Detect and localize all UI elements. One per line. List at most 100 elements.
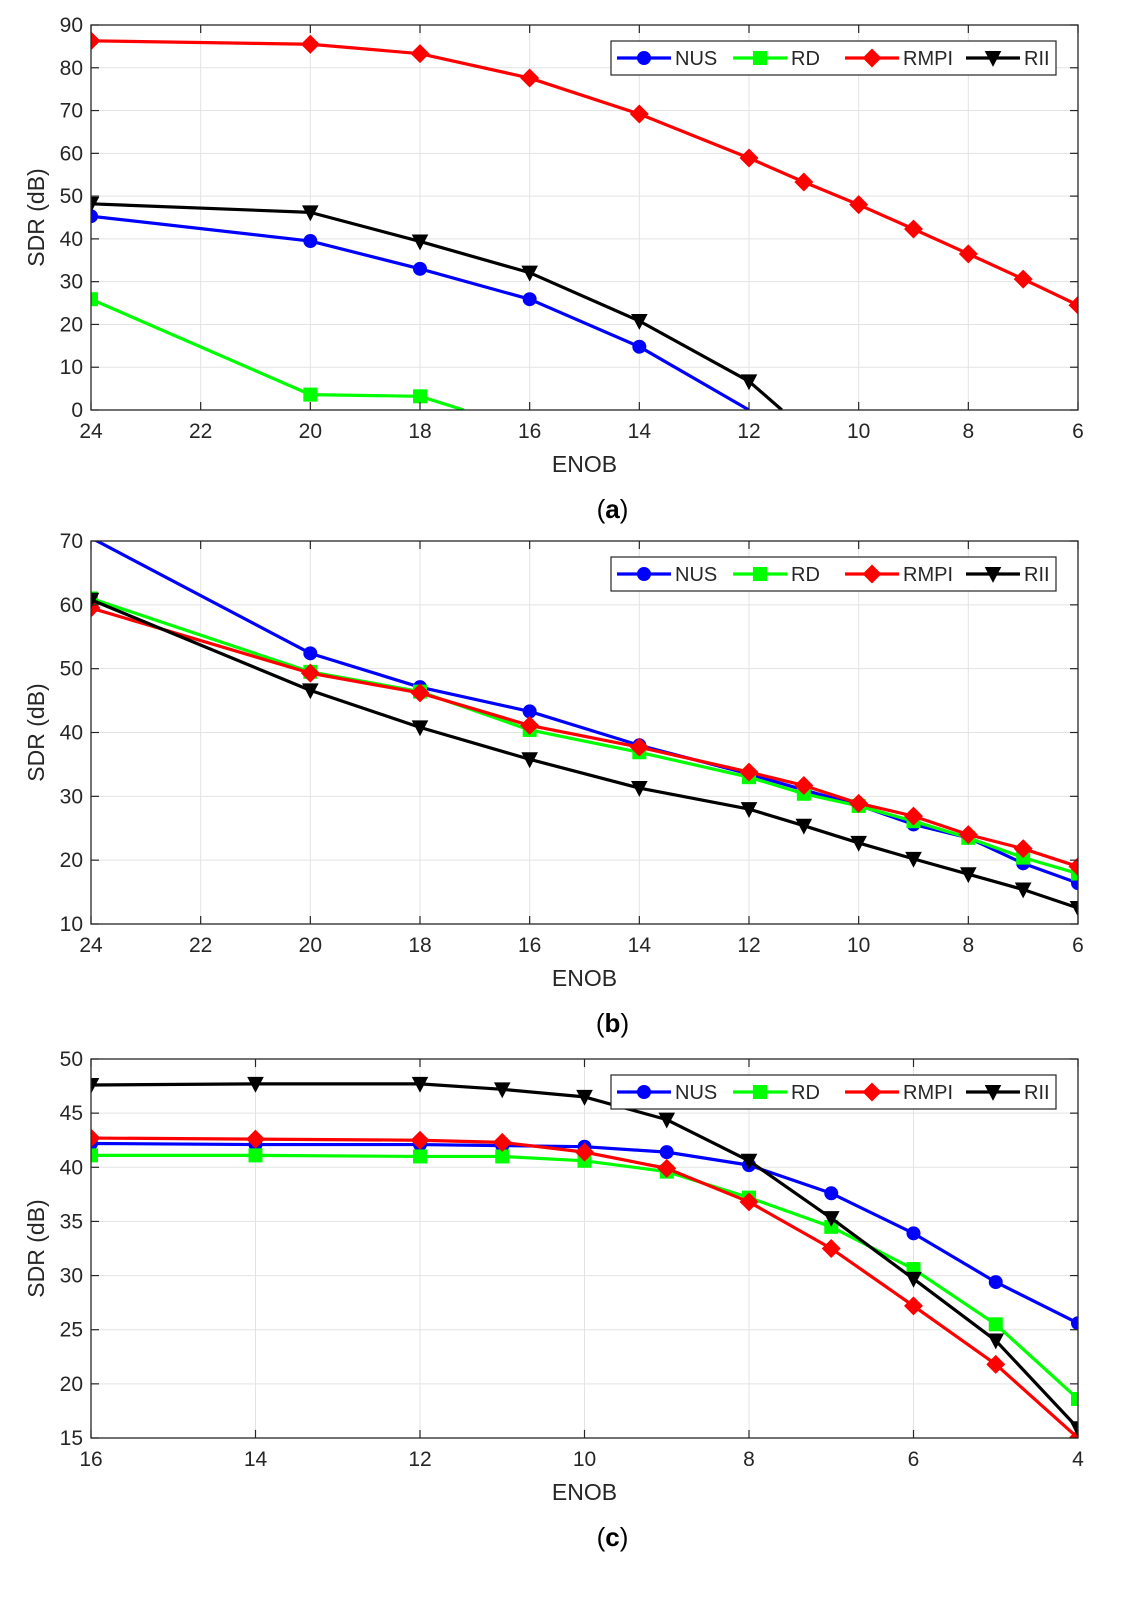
data-point-rmpi [986, 1354, 1006, 1374]
y-tick-label: 15 [60, 1427, 83, 1450]
y-tick-label: 50 [60, 1048, 83, 1071]
y-tick-label: 70 [60, 530, 83, 553]
legend: NUS RD RMPI RII [610, 556, 1057, 592]
x-tick-label: 12 [408, 1448, 431, 1471]
data-point-rii [91, 1077, 100, 1094]
data-point-rii [576, 1089, 593, 1106]
data-point-rmpi [492, 1132, 512, 1152]
data-point-rii [850, 835, 867, 852]
data-point-rmpi [629, 737, 649, 757]
legend: NUS RD RMPI RII [610, 1074, 1057, 1110]
data-point-rmpi [821, 1239, 841, 1258]
data-point-rii [905, 851, 922, 868]
data-point-rmpi [849, 195, 869, 215]
data-point-rii [631, 781, 648, 797]
y-axis-label: SDR (dB) [23, 1199, 49, 1297]
x-tick-label: 24 [79, 420, 103, 443]
y-tick-label: 50 [60, 658, 83, 681]
data-point-rmpi [657, 1158, 677, 1178]
data-point-rii [1014, 882, 1032, 899]
data-point-rii [658, 1112, 676, 1129]
y-tick-label: 30 [60, 1265, 83, 1288]
data-point-nus [413, 261, 427, 276]
x-tick-label: 10 [573, 1448, 596, 1471]
data-point-rii [960, 867, 977, 884]
data-point-nus [988, 1275, 1003, 1290]
data-point-nus [303, 646, 318, 661]
data-point-rmpi [849, 793, 869, 813]
series-line-rii [91, 598, 1078, 910]
series-rii [91, 196, 783, 410]
data-point-rmpi [904, 806, 923, 826]
x-tick-label: 16 [518, 420, 541, 443]
data-point-rmpi [1068, 295, 1078, 315]
x-tick-label: 14 [244, 1448, 268, 1471]
y-tick-label: 80 [60, 57, 83, 80]
data-point-nus [303, 234, 318, 249]
x-tick-label: 24 [79, 934, 103, 957]
x-tick-label: 14 [628, 420, 652, 443]
data-point-rmpi [958, 244, 978, 264]
data-point-rmpi [91, 1128, 101, 1148]
data-point-rmpi [410, 44, 430, 64]
y-tick-label: 40 [60, 722, 83, 745]
data-point-nus [659, 1145, 674, 1160]
data-point-rmpi [520, 68, 540, 88]
data-point-rmpi [904, 219, 923, 239]
data-point-rd [91, 292, 98, 307]
legend-marker [862, 564, 882, 584]
data-point-rmpi [958, 825, 978, 845]
data-point-rmpi [739, 148, 759, 168]
legend-label: RMPI [903, 1082, 953, 1104]
series-line-rmpi [91, 606, 1078, 869]
x-tick-label: 14 [628, 934, 652, 957]
x-tick-label: 8 [962, 934, 974, 957]
data-point-rii [247, 1076, 264, 1093]
data-point-rmpi [739, 762, 759, 782]
series-rmpi [91, 1128, 1078, 1438]
series-nus [91, 1136, 1078, 1331]
x-tick-label: 10 [847, 934, 870, 957]
data-point-rii [91, 592, 100, 609]
y-tick-label: 70 [60, 100, 83, 123]
legend: NUS RD RMPI RII [610, 40, 1057, 76]
legend-label: RD [791, 1082, 820, 1104]
chart-panel-b: 24 22 20 18 16 14 12 10 8 6 10 20 30 40 50 60 70 ENOB SDR … [23, 530, 1084, 1038]
data-point-rii [411, 234, 429, 251]
data-point-rmpi [794, 172, 814, 192]
x-tick-label: 16 [518, 934, 541, 957]
x-tick-label: 12 [737, 420, 760, 443]
data-point-rmpi [1013, 839, 1033, 859]
legend-marker [862, 1082, 882, 1102]
x-tick-label: 8 [962, 420, 974, 443]
y-tick-label: 40 [60, 228, 83, 251]
data-point-rd [413, 1149, 427, 1164]
y-tick-label: 60 [60, 594, 83, 617]
x-axis-label: ENOB [552, 451, 617, 477]
legend-label: NUS [675, 48, 717, 70]
x-tick-label: 12 [737, 934, 760, 957]
series-rii [91, 1076, 1078, 1438]
data-point-rmpi [246, 1129, 265, 1149]
legend-label: RMPI [903, 48, 953, 70]
data-point-rii [740, 1153, 758, 1170]
data-point-rii [521, 752, 538, 769]
data-point-rii [795, 818, 813, 835]
x-tick-label: 10 [847, 420, 870, 443]
series-line-rd [91, 297, 465, 410]
legend-label: RII [1024, 564, 1050, 586]
chart-panel-c: 16 14 12 10 8 6 4 15 20 25 30 35 40 45 50 ENOB SDR (dB) (… [23, 1048, 1084, 1552]
series-nus [91, 209, 750, 410]
legend-marker [637, 567, 651, 581]
data-point-rmpi [904, 1296, 923, 1316]
data-point-rd [1071, 866, 1078, 881]
data-point-nus [522, 704, 537, 719]
series-line-nus [91, 214, 750, 410]
x-tick-label: 22 [189, 934, 212, 957]
data-point-rii [493, 1082, 511, 1099]
y-tick-label: 60 [60, 142, 83, 165]
y-tick-label: 20 [60, 313, 83, 336]
data-point-rd [248, 1148, 263, 1163]
y-tick-label: 30 [60, 271, 83, 294]
